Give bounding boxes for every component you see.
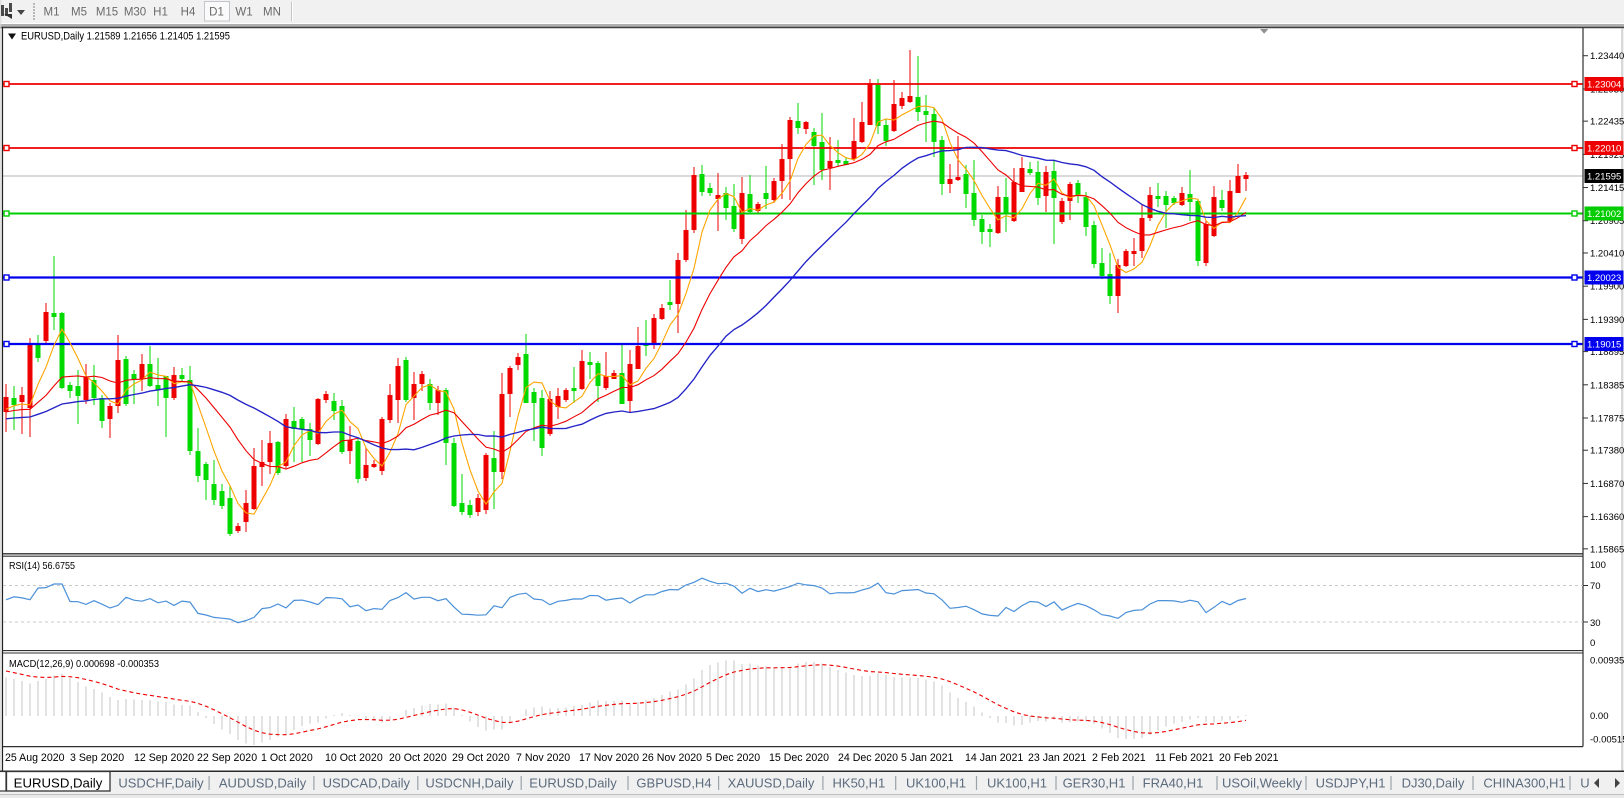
svg-text:1.20023: 1.20023 bbox=[1587, 273, 1621, 284]
svg-text:5 Dec 2020: 5 Dec 2020 bbox=[706, 752, 760, 764]
svg-text:M5: M5 bbox=[71, 7, 87, 19]
svg-text:M1: M1 bbox=[44, 7, 60, 19]
svg-text:29 Oct 2020: 29 Oct 2020 bbox=[452, 752, 510, 764]
svg-text:U: U bbox=[1580, 776, 1589, 791]
svg-text:1.16870: 1.16870 bbox=[1590, 479, 1624, 490]
svg-text:26 Nov 2020: 26 Nov 2020 bbox=[642, 752, 702, 764]
svg-text:20 Feb 2021: 20 Feb 2021 bbox=[1219, 752, 1279, 764]
svg-text:1.23004: 1.23004 bbox=[1587, 80, 1621, 91]
svg-text:10 Oct 2020: 10 Oct 2020 bbox=[325, 752, 383, 764]
svg-text:M15: M15 bbox=[96, 7, 118, 19]
svg-text:0.00: 0.00 bbox=[1590, 711, 1609, 722]
svg-text:USDCNH,Daily: USDCNH,Daily bbox=[425, 776, 514, 791]
svg-text:-0.005156: -0.005156 bbox=[1590, 735, 1624, 746]
svg-text:0: 0 bbox=[1590, 638, 1595, 649]
svg-text:EURUSD,Daily: EURUSD,Daily bbox=[529, 776, 617, 791]
svg-text:30: 30 bbox=[1590, 618, 1601, 629]
svg-text:3 Sep 2020: 3 Sep 2020 bbox=[70, 752, 124, 764]
svg-text:USDCHF,Daily: USDCHF,Daily bbox=[118, 776, 204, 791]
svg-text:1.18385: 1.18385 bbox=[1590, 380, 1624, 391]
svg-text:MACD(12,26,9) 0.000698 -0.0003: MACD(12,26,9) 0.000698 -0.000353 bbox=[9, 658, 159, 670]
svg-text:XAUUSD,Daily: XAUUSD,Daily bbox=[728, 776, 815, 791]
svg-text:1.19015: 1.19015 bbox=[1587, 340, 1621, 351]
svg-text:EURUSD,Daily 1.21589 1.21656: EURUSD,Daily 1.21589 1.21656 1.21405 1.2… bbox=[21, 31, 230, 43]
svg-text:D1: D1 bbox=[209, 7, 224, 19]
svg-text:1.17875: 1.17875 bbox=[1590, 413, 1624, 424]
svg-text:1.21925: 1.21925 bbox=[1590, 150, 1624, 161]
svg-text:1.23440: 1.23440 bbox=[1590, 51, 1624, 62]
svg-text:20 Oct 2020: 20 Oct 2020 bbox=[389, 752, 447, 764]
svg-text:1.22010: 1.22010 bbox=[1587, 144, 1621, 155]
svg-text:2 Feb 2021: 2 Feb 2021 bbox=[1092, 752, 1146, 764]
svg-text:23 Jan 2021: 23 Jan 2021 bbox=[1028, 752, 1086, 764]
svg-text:1.20410: 1.20410 bbox=[1590, 248, 1624, 259]
svg-text:MN: MN bbox=[263, 7, 281, 19]
svg-text:USDCAD,Daily: USDCAD,Daily bbox=[323, 776, 411, 791]
svg-text:11 Feb 2021: 11 Feb 2021 bbox=[1155, 752, 1214, 764]
svg-text:H4: H4 bbox=[181, 7, 196, 19]
svg-text:1.22435: 1.22435 bbox=[1590, 117, 1624, 128]
svg-text:1.19900: 1.19900 bbox=[1590, 282, 1624, 293]
svg-text:1.20905: 1.20905 bbox=[1590, 216, 1624, 227]
svg-text:AUDUSD,Daily: AUDUSD,Daily bbox=[219, 776, 307, 791]
svg-text:1.17380: 1.17380 bbox=[1590, 446, 1624, 457]
svg-text:0.009354: 0.009354 bbox=[1590, 655, 1624, 666]
svg-text:RSI(14) 56.6755: RSI(14) 56.6755 bbox=[9, 560, 75, 572]
svg-text:70: 70 bbox=[1590, 581, 1601, 592]
svg-text:UK100,H1: UK100,H1 bbox=[906, 776, 966, 791]
svg-text:1.18895: 1.18895 bbox=[1590, 347, 1624, 358]
svg-text:HK50,H1: HK50,H1 bbox=[833, 776, 886, 791]
svg-text:5 Jan 2021: 5 Jan 2021 bbox=[901, 752, 954, 764]
svg-text:CHINA300,H1: CHINA300,H1 bbox=[1483, 776, 1565, 791]
svg-text:15 Dec 2020: 15 Dec 2020 bbox=[769, 752, 829, 764]
svg-text:24 Dec 2020: 24 Dec 2020 bbox=[838, 752, 898, 764]
svg-text:M30: M30 bbox=[124, 7, 146, 19]
svg-text:22 Sep 2020: 22 Sep 2020 bbox=[197, 752, 257, 764]
svg-text:GBPUSD,H4: GBPUSD,H4 bbox=[636, 776, 711, 791]
svg-text:USOil,Weekly: USOil,Weekly bbox=[1222, 776, 1302, 791]
svg-text:USDJPY,H1: USDJPY,H1 bbox=[1316, 776, 1386, 791]
svg-text:EURUSD,Daily: EURUSD,Daily bbox=[14, 776, 103, 791]
svg-text:17 Nov 2020: 17 Nov 2020 bbox=[579, 752, 639, 764]
svg-text:1.21595: 1.21595 bbox=[1587, 172, 1621, 183]
svg-text:FRA40,H1: FRA40,H1 bbox=[1143, 776, 1204, 791]
svg-text:14 Jan 2021: 14 Jan 2021 bbox=[965, 752, 1023, 764]
svg-text:1.15865: 1.15865 bbox=[1590, 544, 1624, 555]
svg-text:W1: W1 bbox=[235, 7, 252, 19]
svg-text:1.16360: 1.16360 bbox=[1590, 512, 1624, 523]
svg-text:GER30,H1: GER30,H1 bbox=[1063, 776, 1126, 791]
svg-text:100: 100 bbox=[1590, 560, 1606, 571]
svg-text:H1: H1 bbox=[153, 7, 168, 19]
svg-text:25 Aug 2020: 25 Aug 2020 bbox=[5, 752, 65, 764]
svg-text:1.19390: 1.19390 bbox=[1590, 315, 1624, 326]
svg-text:UK100,H1: UK100,H1 bbox=[987, 776, 1047, 791]
svg-text:DJ30,Daily: DJ30,Daily bbox=[1402, 776, 1465, 791]
svg-text:1.21002: 1.21002 bbox=[1587, 209, 1621, 220]
svg-text:7 Nov 2020: 7 Nov 2020 bbox=[516, 752, 570, 764]
svg-text:1 Oct 2020: 1 Oct 2020 bbox=[261, 752, 313, 764]
svg-text:12 Sep 2020: 12 Sep 2020 bbox=[134, 752, 194, 764]
svg-text:1.21415: 1.21415 bbox=[1590, 183, 1624, 194]
